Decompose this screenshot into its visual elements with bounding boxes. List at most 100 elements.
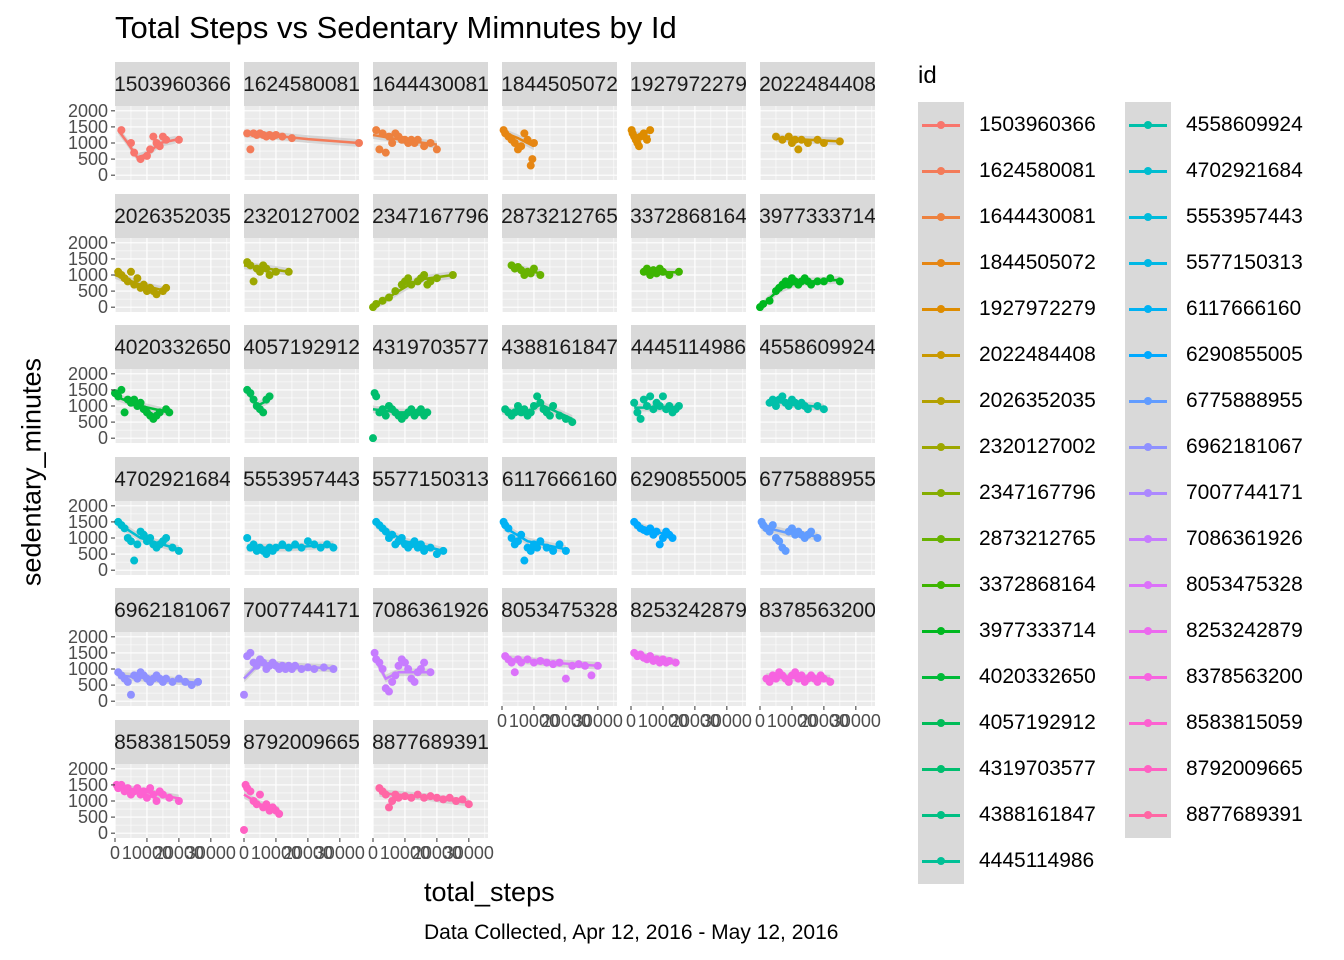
facet-panel-3372868164: 3372868164: [630, 194, 746, 312]
legend-key: [918, 424, 964, 470]
data-point: [252, 800, 261, 809]
data-point: [284, 267, 293, 276]
legend-item: 4388161847: [918, 792, 1318, 838]
facet-strip: [502, 194, 617, 238]
data-point: [639, 395, 648, 404]
legend-item: 6117666160: [1125, 286, 1344, 332]
facet-panel-7086361926: 7086361926: [370, 588, 488, 706]
legend-label: 4702921684: [1186, 159, 1303, 182]
y-tick-label: 1000: [68, 265, 108, 285]
data-point: [126, 537, 135, 546]
legend-key: [918, 378, 964, 424]
facet-strip: [760, 62, 875, 106]
data-point: [271, 130, 280, 139]
data-point: [126, 139, 135, 147]
data-point: [162, 135, 171, 144]
data-point: [370, 648, 379, 657]
data-point: [255, 267, 264, 276]
data-point: [668, 534, 677, 542]
x-tick-label: 10000: [380, 843, 430, 863]
data-point: [162, 534, 171, 542]
data-point: [142, 151, 151, 160]
legend-label: 1927972279: [979, 297, 1096, 320]
data-point: [265, 392, 274, 401]
data-point: [291, 661, 300, 670]
data-point: [765, 296, 774, 305]
legend-label: 6775888955: [1186, 389, 1303, 412]
facet-strip: [502, 588, 617, 632]
data-point: [529, 264, 538, 273]
facet-strip-label: 8253242879: [630, 599, 747, 622]
y-tick-label: 1500: [68, 117, 108, 137]
legend-key-point: [937, 489, 945, 497]
data-point: [381, 790, 390, 799]
legend-item: 6290855005: [1125, 332, 1344, 378]
data-point: [432, 145, 441, 154]
legend-key: [918, 240, 964, 286]
data-point: [426, 277, 435, 286]
facet-strip: [631, 588, 746, 632]
data-point: [400, 658, 409, 667]
data-point: [388, 677, 397, 686]
data-point: [464, 800, 473, 809]
legend-title: id: [918, 62, 937, 89]
data-point: [410, 537, 419, 546]
data-point: [378, 296, 387, 305]
data-point: [826, 677, 835, 686]
facet-strip-label: 8877689391: [372, 731, 489, 754]
data-point: [117, 385, 126, 394]
data-point: [813, 277, 822, 286]
legend-item: 1503960366: [918, 102, 1318, 148]
data-point: [259, 408, 268, 417]
y-tick-label: 1500: [68, 380, 108, 400]
data-point: [329, 665, 338, 673]
legend-item: 2022484408: [918, 332, 1318, 378]
data-point: [646, 392, 655, 401]
data-point: [536, 656, 545, 665]
legend-key: [1125, 148, 1171, 194]
legend-item: 5577150313: [1125, 240, 1344, 286]
facet-strip: [631, 194, 746, 238]
data-point: [507, 534, 516, 542]
x-tick-label: 20000: [283, 843, 333, 863]
legend-key-point: [1144, 673, 1152, 681]
data-point: [407, 280, 416, 289]
data-point: [526, 408, 535, 417]
data-point: [117, 780, 126, 789]
data-point: [784, 280, 793, 289]
data-point: [542, 658, 551, 667]
data-point: [568, 661, 577, 670]
data-point: [323, 540, 332, 549]
data-point: [803, 139, 812, 147]
legend-key-point: [937, 397, 945, 405]
data-point: [262, 550, 271, 559]
legend-key: [1125, 608, 1171, 654]
data-point: [136, 398, 145, 407]
data-point: [152, 290, 161, 299]
legend-key: [1125, 102, 1171, 148]
data-point: [826, 274, 835, 283]
data-point: [665, 402, 674, 410]
legend-item: 3372868164: [918, 562, 1318, 608]
facet-strip-label: 2320127002: [243, 205, 360, 228]
x-tick-label: 0: [755, 711, 765, 731]
data-point: [384, 293, 393, 302]
x-tick-label: 0: [110, 843, 120, 863]
data-point: [407, 793, 416, 802]
data-point: [674, 267, 683, 276]
legend-key: [918, 838, 964, 884]
data-point: [404, 665, 413, 673]
legend-item: 8792009665: [1125, 746, 1344, 792]
facet-panel-4558609924: 4558609924: [759, 325, 875, 443]
y-tick-label: 1000: [68, 659, 108, 679]
facet-strip: [760, 588, 875, 632]
y-tick-label: 500: [78, 149, 108, 169]
legend-item: 1927972279: [918, 286, 1318, 332]
legend-item: 6962181067: [1125, 424, 1344, 470]
data-point: [549, 546, 558, 555]
data-point: [452, 797, 461, 805]
data-point: [765, 677, 774, 686]
